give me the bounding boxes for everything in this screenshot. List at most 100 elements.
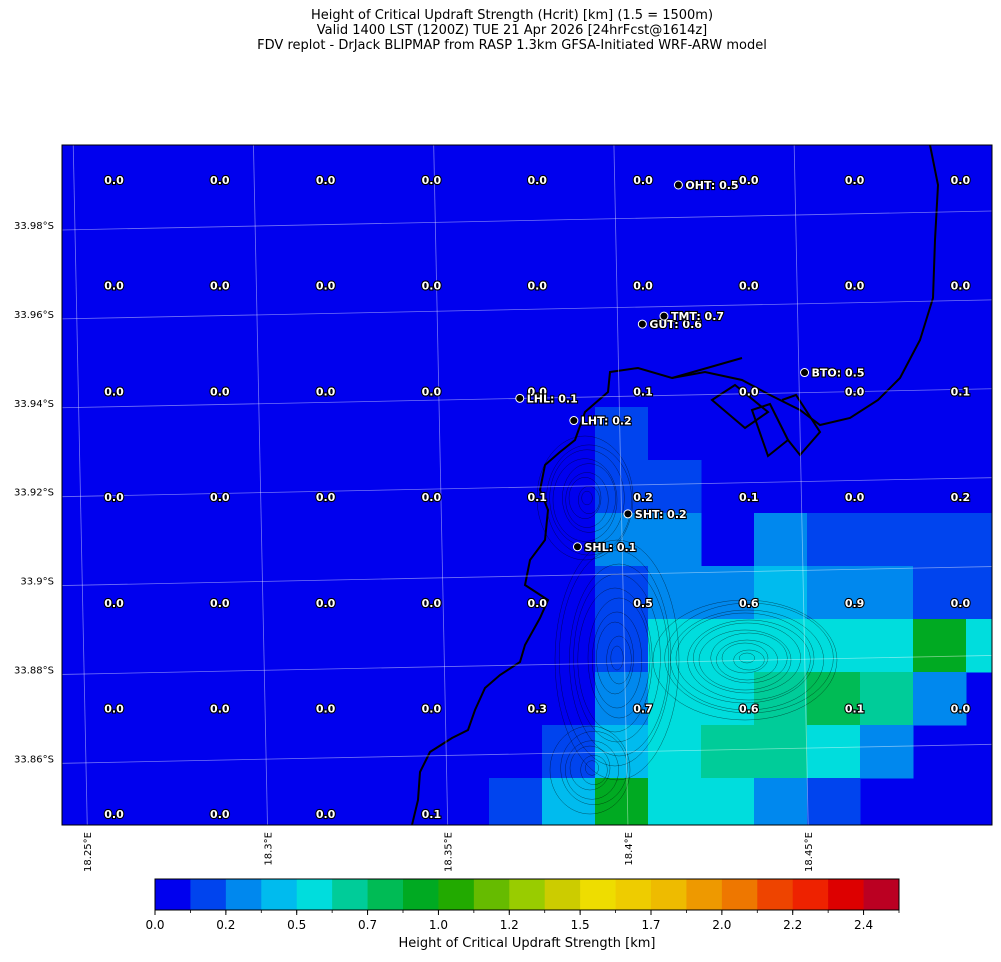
hcrit-cell	[754, 672, 808, 726]
contour-line	[562, 463, 616, 533]
hcrit-cell	[648, 407, 702, 461]
colorbar-swatch	[792, 879, 829, 910]
lon-gridline	[433, 145, 449, 825]
hcrit-cell	[860, 566, 914, 620]
hcrit-cell	[701, 672, 755, 726]
contour-line	[610, 645, 624, 671]
station-label: OHT: 0.5	[685, 179, 738, 192]
colorbar-tick-label: 0.5	[287, 918, 306, 932]
station-label: LHL: 0.1	[527, 392, 578, 405]
contour-line	[578, 485, 600, 515]
station-marker	[515, 393, 525, 403]
hcrit-cell	[595, 566, 649, 620]
grid-value-label: 0.0	[633, 280, 653, 293]
grid-value-label: 0.0	[527, 597, 547, 610]
hcrit-cell	[595, 778, 649, 825]
contour-line	[733, 649, 765, 671]
hcrit-cell	[807, 619, 861, 673]
grid-value-label: 0.0	[739, 280, 759, 293]
colorbar-swatch	[261, 879, 298, 910]
colorbar-swatch	[473, 879, 510, 910]
station-label: SHL: 0.1	[584, 541, 636, 554]
contour-line	[652, 599, 838, 721]
hcrit-cell	[701, 778, 755, 825]
colorbar-swatch	[580, 879, 616, 910]
hcrit-cell	[966, 460, 992, 514]
hcrit-cell	[913, 619, 967, 673]
colorbar-swatch	[190, 879, 227, 910]
grid-value-label: 0.0	[527, 280, 547, 293]
contour-line	[565, 472, 609, 528]
grid-value-label: 0.0	[951, 703, 971, 716]
grid-value-label: 0.0	[527, 174, 547, 187]
coast-line	[710, 383, 770, 430]
hcrit-cell	[595, 619, 649, 673]
colorbar-swatch	[332, 879, 368, 910]
contour-line	[675, 612, 815, 704]
colorbar-tick-label: 0.0	[145, 918, 164, 932]
grid-value-label: 0.2	[633, 491, 653, 504]
contour-line	[710, 632, 788, 684]
station-marker	[637, 319, 647, 329]
hcrit-cells	[62, 145, 992, 885]
y-axis-ticks: 33.86°S 33.88°S 33.9°S 33.92°S 33.94°S 33.96°…	[14, 221, 54, 765]
grid-value-label: 0.0	[316, 597, 336, 610]
grid-value-label: 0.0	[422, 703, 442, 716]
hcrit-cell	[648, 354, 702, 408]
grid-value-label: 0.0	[210, 385, 230, 398]
hcrit-cell	[595, 831, 649, 885]
grid-value-label: 0.1	[951, 385, 971, 398]
hcrit-cell	[913, 672, 967, 726]
contour-line	[693, 622, 801, 694]
station-label: LHT: 0.2	[581, 415, 632, 428]
contour-line	[596, 621, 634, 695]
colorbar-tick-label: 1.5	[571, 918, 590, 932]
grid-value-label: 0.0	[210, 808, 230, 821]
colorbar-swatch	[438, 879, 475, 910]
grid-value-label: 0.0	[210, 174, 230, 187]
hcrit-cell	[807, 778, 861, 825]
grid-value-label: 0.0	[422, 491, 442, 504]
hcrit-cell	[648, 460, 702, 514]
colorbar-tick-label: 1.7	[641, 918, 660, 932]
hcrit-cell	[595, 460, 649, 514]
grid-value-label: 0.1	[845, 703, 865, 716]
hcrit-cell	[648, 619, 702, 673]
grid-value-label: 0.0	[845, 385, 865, 398]
hcrit-cell	[648, 778, 702, 825]
hcrit-cell	[648, 513, 702, 567]
title-line-3: FDV replot - DrJack BLIPMAP from RASP 1.…	[257, 38, 767, 53]
grid-value-label: 0.0	[316, 280, 336, 293]
lat-gridline	[62, 210, 992, 231]
grid-value-label: 0.0	[104, 808, 124, 821]
hcrit-cell	[489, 778, 543, 825]
grid-value-label: 0.1	[422, 808, 442, 821]
lon-gridline	[613, 145, 629, 825]
title-line-2: Valid 1400 LST (1200Z) TUE 21 Apr 2026 […	[316, 23, 708, 38]
terrain-contours	[536, 435, 838, 815]
contour-line	[580, 755, 608, 785]
y-tick-label: 33.88°S	[14, 665, 54, 676]
hcrit-cell	[648, 831, 702, 885]
grid-value-label: 0.0	[422, 280, 442, 293]
contour-line	[687, 619, 811, 701]
hcrit-cell	[754, 831, 808, 885]
colorbar-label: Height of Critical Updraft Strength [km]	[398, 936, 656, 951]
grid-value-label: 0.0	[316, 385, 336, 398]
hcrit-cell	[754, 725, 808, 779]
x-axis-ticks: 18.25°E 18.3°E 18.35°E 18.4°E 18.45°E	[83, 832, 815, 872]
contour-line	[664, 602, 834, 714]
grid-value-label: 0.9	[845, 597, 865, 610]
grid-value-label: 0.0	[527, 385, 547, 398]
grid-value-label: 0.0	[845, 174, 865, 187]
colorbar-swatch	[686, 879, 723, 910]
colorbar-swatch	[544, 879, 581, 910]
lat-gridline	[62, 388, 992, 409]
hcrit-cell	[860, 619, 914, 673]
station-label: SHT: 0.2	[635, 508, 687, 521]
colorbar-swatch	[863, 879, 900, 910]
lon-gridline	[793, 145, 809, 825]
station-marker	[569, 416, 579, 426]
contour-line	[606, 635, 632, 685]
grid-value-label: 0.0	[316, 174, 336, 187]
